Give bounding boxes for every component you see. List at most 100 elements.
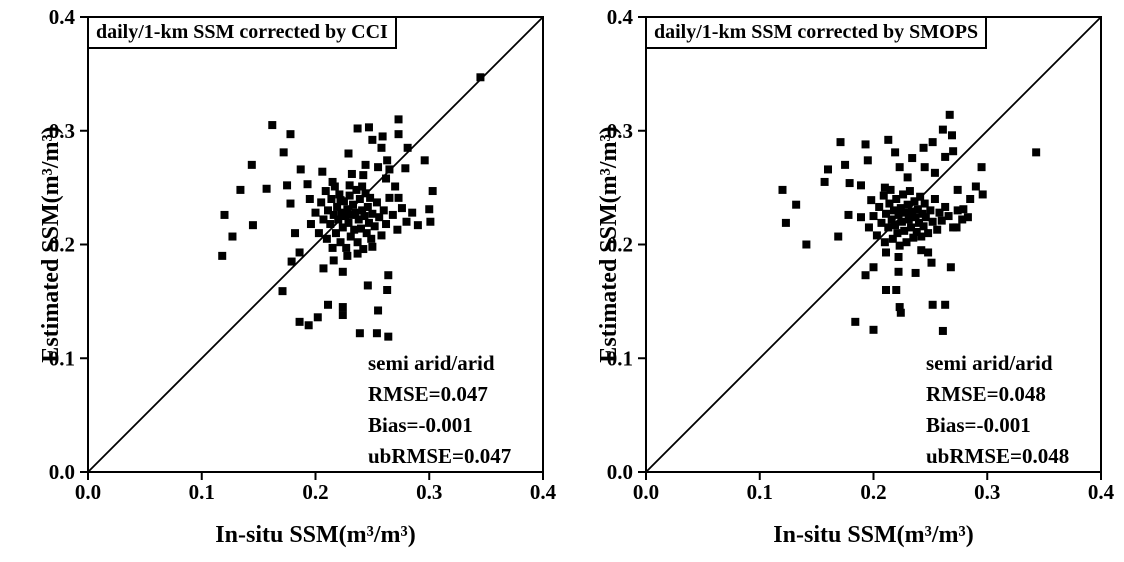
data-point (856, 181, 865, 190)
data-point (370, 222, 379, 231)
data-point (291, 229, 300, 238)
data-point (342, 243, 351, 252)
data-point (895, 303, 904, 312)
data-point (920, 199, 929, 208)
data-point (894, 210, 903, 219)
data-point (877, 218, 886, 227)
data-point (919, 143, 928, 152)
data-point (778, 185, 787, 194)
y-axis-title: Estimated SSM(m³/m³) (38, 126, 64, 362)
data-point (879, 191, 888, 200)
data-point (476, 73, 485, 82)
data-point (344, 149, 353, 158)
data-point (351, 208, 360, 217)
y-tick-label: 0.1 (49, 346, 75, 370)
data-point (426, 217, 435, 226)
y-tick-label: 0.2 (49, 233, 75, 257)
data-point (781, 218, 790, 227)
data-point (368, 242, 377, 251)
data-point (372, 198, 381, 207)
data-point (834, 232, 843, 241)
data-point (287, 257, 296, 266)
x-tick-label: 0.4 (530, 480, 557, 504)
data-point (945, 110, 954, 119)
data-point (279, 148, 288, 157)
data-point (885, 199, 894, 208)
data-point (1032, 148, 1041, 157)
data-point (364, 218, 373, 227)
data-point (941, 300, 950, 309)
data-point (911, 268, 920, 277)
data-point (220, 210, 229, 219)
data-point (331, 229, 340, 238)
data-point (383, 156, 392, 165)
right-stats-block: semi arid/arid RMSE=0.048 Bias=-0.001 ubRMS… (926, 348, 1069, 472)
data-point (933, 225, 942, 234)
data-point (363, 202, 372, 211)
data-point (903, 200, 912, 209)
data-point (896, 308, 905, 317)
data-point (824, 165, 832, 174)
data-point (328, 177, 337, 186)
data-point (917, 246, 926, 255)
identity-line (87, 16, 544, 473)
data-point (924, 229, 933, 238)
data-point (915, 218, 923, 227)
data-point (935, 208, 944, 217)
data-point (894, 253, 903, 262)
data-point (384, 271, 393, 280)
data-point (262, 184, 271, 193)
data-point (328, 243, 337, 252)
data-point (875, 202, 884, 211)
data-point (311, 208, 320, 217)
data-point (341, 212, 350, 221)
data-point (382, 220, 391, 229)
data-point (402, 217, 411, 226)
data-point (353, 238, 362, 247)
data-point (938, 326, 947, 335)
data-point (354, 215, 363, 224)
y-tick-label: 0.3 (607, 119, 633, 143)
data-point (880, 183, 889, 192)
data-point (393, 225, 402, 234)
data-point (886, 185, 895, 194)
left-stats-block: semi arid/arid RMSE=0.047 Bias=-0.001 ubRMS… (368, 348, 511, 472)
data-point (358, 206, 367, 215)
data-point (802, 240, 811, 249)
data-point (894, 267, 903, 276)
data-point (893, 229, 902, 238)
data-point (905, 187, 914, 196)
stats-line: semi arid/arid (926, 351, 1053, 375)
data-point (372, 329, 381, 338)
data-point (228, 232, 237, 241)
data-point (319, 264, 328, 273)
data-point (856, 213, 865, 222)
data-point (338, 303, 347, 312)
y-tick-label: 0.3 (49, 119, 75, 143)
data-point (401, 164, 410, 173)
data-point (368, 209, 377, 218)
data-point (891, 221, 900, 230)
data-point (286, 199, 295, 208)
data-point (247, 160, 256, 169)
data-point (947, 131, 956, 140)
data-point (902, 238, 911, 247)
data-point (889, 206, 898, 215)
data-point (374, 306, 383, 315)
data-point (329, 210, 338, 219)
data-point (895, 241, 904, 250)
x-axis-title: In-situ SSM(m³/m³) (773, 522, 973, 548)
data-point (792, 200, 801, 209)
data-point (317, 198, 326, 207)
data-point (355, 195, 364, 203)
data-point (899, 190, 908, 199)
data-point (851, 317, 860, 326)
data-point (953, 206, 962, 215)
right-panel-title: daily/1-km SSM corrected by SMOPS (645, 16, 988, 49)
data-point (286, 130, 295, 139)
data-point (303, 180, 312, 189)
data-point (296, 165, 305, 174)
data-point (236, 185, 245, 194)
data-point (971, 182, 980, 191)
data-point (326, 220, 335, 229)
